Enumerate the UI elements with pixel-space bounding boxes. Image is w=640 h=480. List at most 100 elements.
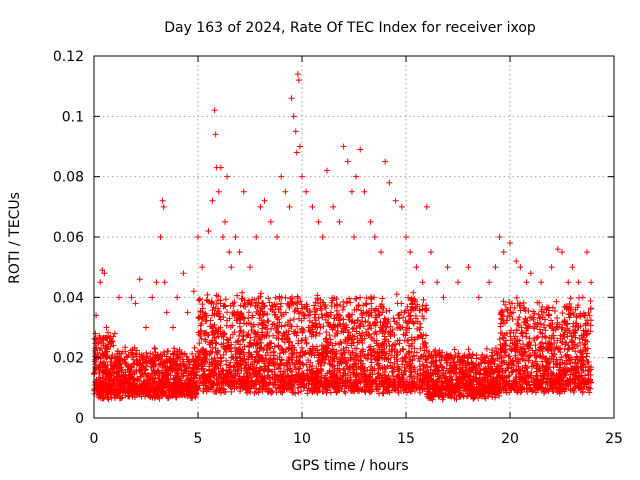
data-point [339, 306, 346, 313]
data-point [228, 388, 235, 395]
data-point [303, 340, 310, 347]
data-point [171, 345, 178, 352]
data-point [541, 390, 548, 397]
data-point [515, 316, 521, 323]
data-point [379, 390, 386, 397]
data-point [402, 355, 409, 362]
dense-point-cloud [91, 289, 595, 403]
data-point [151, 345, 158, 352]
data-point [294, 293, 301, 300]
data-point [537, 340, 544, 347]
data-point [576, 294, 583, 301]
data-point [583, 353, 590, 360]
data-point [295, 340, 302, 347]
data-point [483, 345, 490, 352]
data-point [353, 295, 360, 302]
data-point [391, 341, 398, 348]
data-points [91, 71, 595, 403]
data-point [363, 295, 370, 302]
data-point [264, 317, 271, 324]
data-point [195, 297, 202, 304]
data-point [573, 314, 580, 321]
data-point [236, 323, 243, 330]
data-point [129, 350, 136, 357]
data-point [496, 336, 503, 343]
data-point [245, 309, 252, 316]
data-point [318, 311, 325, 318]
data-point [537, 352, 544, 359]
data-point [557, 332, 564, 339]
data-point [400, 346, 407, 353]
data-point [405, 337, 412, 344]
data-point [410, 289, 417, 296]
data-point [355, 302, 362, 309]
data-point [258, 290, 265, 297]
data-point [107, 358, 114, 365]
data-point [516, 314, 523, 321]
data-point [147, 350, 154, 357]
data-point [386, 307, 393, 314]
data-point [383, 308, 390, 315]
data-point [401, 309, 408, 316]
data-point [298, 337, 305, 344]
data-point [240, 320, 247, 327]
data-point [238, 327, 245, 334]
data-point [542, 334, 549, 341]
data-point [567, 295, 574, 302]
data-point [451, 346, 458, 353]
data-point [416, 358, 423, 365]
data-point [420, 296, 427, 303]
data-point [239, 337, 246, 344]
data-point [413, 349, 420, 356]
data-point [553, 298, 560, 305]
data-point [326, 331, 333, 338]
data-point [192, 394, 199, 401]
data-point [297, 388, 304, 395]
data-point [340, 298, 347, 305]
data-point [342, 389, 349, 396]
data-point [312, 311, 319, 318]
data-point [268, 325, 275, 332]
data-point [521, 305, 528, 312]
data-point [222, 296, 229, 303]
data-point [323, 329, 330, 336]
data-point [317, 324, 324, 331]
data-point [465, 346, 472, 353]
data-point [394, 300, 401, 307]
data-point [281, 322, 288, 329]
data-point [92, 340, 99, 347]
data-point [390, 315, 397, 322]
data-point [213, 340, 220, 347]
data-point [393, 291, 400, 298]
data-point [547, 317, 554, 324]
data-point [541, 333, 548, 340]
data-point [362, 318, 369, 325]
data-point [191, 344, 198, 351]
data-point [238, 295, 245, 302]
data-point [229, 353, 236, 360]
data-point [236, 333, 243, 340]
data-point [537, 320, 544, 327]
data-point [422, 332, 429, 339]
data-point [363, 301, 370, 308]
data-point [204, 291, 211, 298]
data-point [526, 353, 533, 360]
data-point [559, 309, 566, 316]
data-point [391, 360, 398, 367]
data-point [417, 324, 424, 331]
data-point [368, 359, 375, 366]
data-point [587, 317, 594, 324]
data-point [340, 320, 347, 327]
data-point [355, 303, 362, 310]
data-point [105, 329, 112, 336]
data-point [220, 351, 227, 358]
data-point [265, 295, 272, 302]
data-point [379, 295, 386, 302]
data-point [357, 294, 364, 301]
data-point [517, 307, 524, 314]
data-point [587, 297, 594, 304]
data-point [506, 353, 513, 360]
data-point [506, 299, 513, 306]
